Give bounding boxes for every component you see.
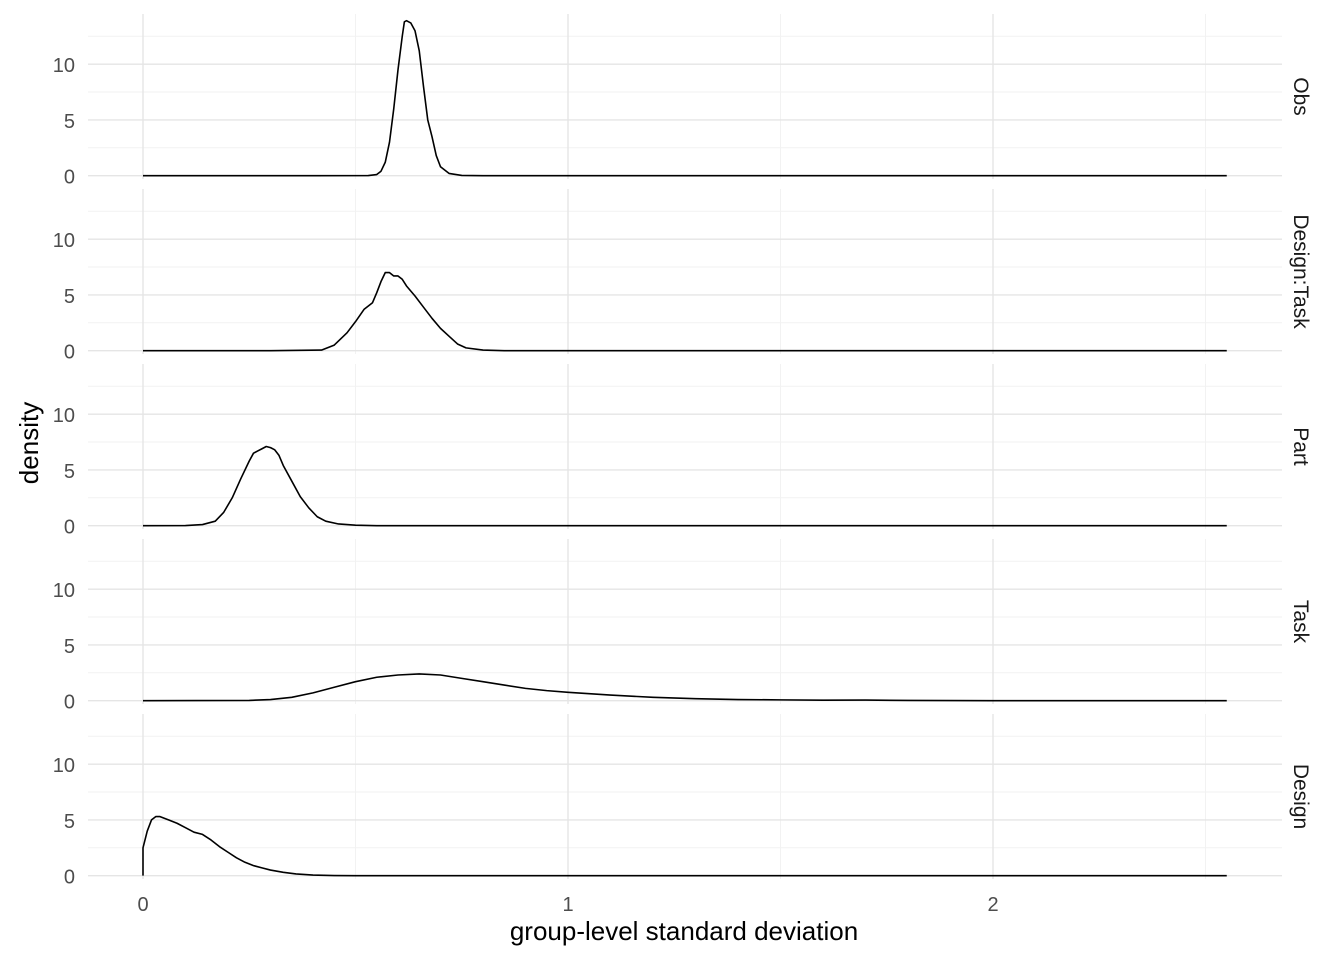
density-curve-task <box>142 673 1227 702</box>
y-tick-label: 5 <box>64 811 75 833</box>
x-tick-label: 2 <box>987 894 998 916</box>
curves-layer <box>142 19 1227 877</box>
y-tick-label: 0 <box>64 517 75 539</box>
x-tick-label: 1 <box>562 894 573 916</box>
y-tick-label: 5 <box>64 461 75 483</box>
y-tick-label: 0 <box>64 867 75 889</box>
density-curve-obs <box>143 19 1227 177</box>
density-curve-part <box>142 445 1227 527</box>
density-curve-design-task <box>143 271 1227 352</box>
y-tick-label: 0 <box>64 167 75 189</box>
density-curve-design <box>142 815 1227 877</box>
x-axis-title: group-level standard deviation <box>510 916 858 946</box>
y-tick-label: 0 <box>64 342 75 364</box>
y-tick-label: 5 <box>64 286 75 308</box>
y-tick-label: 5 <box>64 111 75 133</box>
y-tick-labels: 0 5 10 0 5 10 0 5 10 0 5 10 0 5 10 <box>53 55 75 888</box>
y-tick-label: 5 <box>64 636 75 658</box>
y-tick-label: 0 <box>64 692 75 714</box>
facet-strip-label: Task <box>1289 600 1312 644</box>
facet-strip-labels: Obs Design:Task Part Task Design <box>1289 77 1312 829</box>
facet-strip-label: Design:Task <box>1289 214 1312 329</box>
y-tick-label: 10 <box>53 230 75 252</box>
x-tick-label: 0 <box>137 894 148 916</box>
facet-strip-label: Obs <box>1289 77 1312 116</box>
y-tick-label: 10 <box>53 405 75 427</box>
y-tick-label: 10 <box>53 580 75 602</box>
facet-strip-label: Design <box>1289 764 1312 829</box>
x-tick-labels: 0 1 2 <box>137 894 998 916</box>
y-axis-title: density <box>14 402 44 484</box>
facet-strip-label: Part <box>1289 427 1312 466</box>
y-tick-label: 10 <box>53 55 75 77</box>
y-tick-label: 10 <box>53 755 75 777</box>
